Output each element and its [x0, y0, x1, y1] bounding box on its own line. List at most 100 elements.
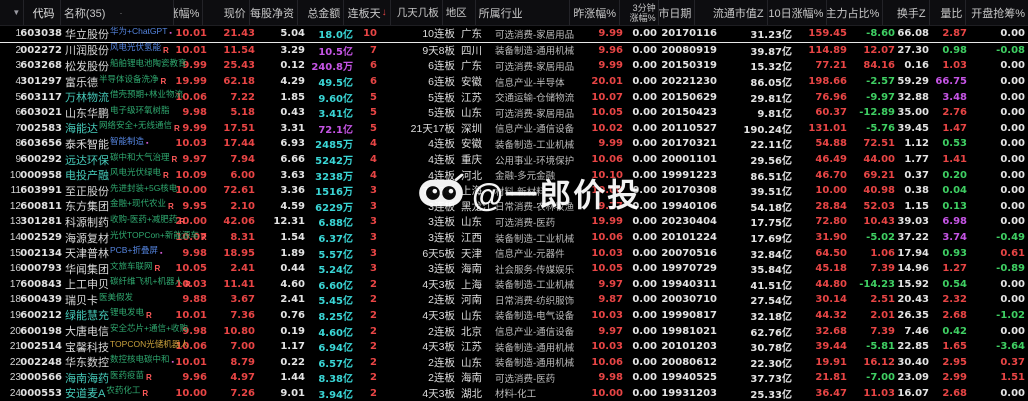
table-row[interactable]: 1 603038 华立股份 华为+ChatGPT ▪ 10.01 21.43 5…: [0, 26, 1028, 43]
header-change-pct[interactable]: 涨幅%: [173, 0, 202, 25]
stock-name-cell: 富乐德 半导体设备洗净 R: [62, 74, 180, 90]
header-prev-change[interactable]: 昨涨幅%: [568, 0, 619, 25]
header-main-force[interactable]: 主力占比%: [826, 0, 882, 25]
nav-per-share: 1.85: [280, 91, 305, 103]
table-row[interactable]: 23 000566 海南海药 医药疫苗 R 9.96 4.97 1.44 8.3…: [0, 370, 1028, 386]
price: 7.00: [230, 341, 255, 353]
margin-badge: R: [163, 170, 169, 180]
header-10d-change[interactable]: 10日涨幅%: [766, 0, 827, 25]
open-grab: 0.00: [1000, 278, 1025, 290]
float-cap: 17.75亿: [750, 218, 792, 230]
nav-per-share: 6.93: [280, 138, 305, 150]
turnover-amount: 3238万: [315, 171, 353, 183]
open-grab: -1.02: [996, 309, 1025, 321]
margin-badge: R: [167, 201, 174, 211]
prev-change: 9.99: [598, 138, 623, 150]
margin-badge: R: [160, 77, 167, 87]
header-turnover-amount[interactable]: 总金额: [296, 0, 343, 25]
row-index: 14: [9, 232, 21, 244]
float-cap: 22.11亿: [750, 140, 792, 152]
prev-change: 10.03: [591, 309, 623, 321]
header-price[interactable]: 现价: [202, 0, 248, 25]
header-nav-per-share[interactable]: 每股净资: [248, 0, 297, 25]
stock-code: 600198: [20, 325, 62, 337]
table-row[interactable]: 18 600439 瑞贝卡 医美假发 9.88 3.67 2.41 5.45亿 …: [0, 292, 1028, 308]
table-row[interactable]: 3 603268 松发股份 船舶锂电池陶瓷教育 9.99 25.43 0.12 …: [0, 58, 1028, 74]
stock-name-cell: 绿能慧充 锂电发电 R: [62, 307, 180, 324]
header-boards[interactable]: 几天几板: [389, 0, 442, 25]
change-pct: 9.96: [182, 372, 207, 384]
stock-code: 301297: [20, 76, 62, 88]
table-row[interactable]: 19 600212 绿能慧充 锂电发电 R 10.01 7.36 0.76 8.…: [0, 307, 1028, 324]
change-pct: 10.01: [175, 309, 207, 321]
table-row[interactable]: 8 603656 泰禾智能 智能制造 ▪ 10.03 17.44 6.93 24…: [0, 136, 1028, 152]
change-10d: 19.91: [815, 356, 847, 368]
turnover-z: 0.16: [904, 60, 929, 72]
main-force: -5.81: [866, 341, 895, 353]
header-limit-days[interactable]: 连板天 ↓: [343, 0, 389, 25]
stock-tag: 光伏TOPCon+新能源车: [110, 229, 199, 240]
stock-name-cell: 华东数控 数控核电碳中和 ▪: [62, 354, 180, 370]
turnover-amount: 5.45亿: [318, 296, 353, 308]
table-row[interactable]: 20 600198 大唐电信 安全芯片+通信+收购 9.98 10.80 0.1…: [0, 323, 1028, 339]
float-cap: 35.84亿: [750, 265, 792, 277]
row-index: 2: [15, 44, 21, 56]
region: 海南: [461, 263, 482, 276]
header-volume-ratio[interactable]: 量比: [928, 0, 966, 25]
change-pct: 10.07: [175, 232, 207, 244]
header-float-cap[interactable]: 流通市值Z: [694, 0, 766, 25]
prev-change: 20.01: [591, 76, 623, 88]
table-row[interactable]: 24 000553 安道麦A 农药化工 R 10.00 7.26 9.01 3.…: [0, 385, 1028, 401]
float-cap: 62.76亿: [750, 327, 792, 339]
table-row[interactable]: 17 600843 上工申贝 碳纤维飞机+机器人 R 10.03 11.41 4…: [0, 276, 1028, 293]
header-open-grab[interactable]: 开盘抢筹%: [965, 0, 1028, 25]
region: 江苏: [461, 341, 482, 354]
table-row[interactable]: 10 000958 电投产融 风电光伏绿电 R 10.09 6.00 3.63 …: [0, 167, 1028, 183]
board-count: 4天3板: [422, 278, 455, 291]
stock-code: 301281: [20, 216, 62, 228]
stock-code: 603991: [20, 185, 62, 197]
limit-days: 6: [370, 60, 377, 72]
table-row[interactable]: 21 002514 宝馨科技 TOPCON光储机器人 10.06 7.00 1.…: [0, 339, 1028, 355]
table-row[interactable]: 7 002583 海能达 网络安全+无线通信 R 9.99 17.51 3.31…: [0, 120, 1028, 137]
table-row[interactable]: 13 301281 科源制药 收购-医药+减肥药 R 20.00 42.06 1…: [0, 214, 1028, 230]
nav-per-share: 0.12: [280, 60, 305, 72]
table-row[interactable]: 12 600811 东方集团 金融+现代农业 R 9.95 2.10 4.59 …: [0, 198, 1028, 215]
main-force: -5.76: [866, 122, 895, 134]
table-row[interactable]: 14 002529 海源复材 光伏TOPCon+新能源车 R 10.07 8.3…: [0, 230, 1028, 246]
change-10d: 46.70: [815, 169, 847, 181]
header-code[interactable]: 代码: [23, 0, 60, 25]
table-row[interactable]: 4 301297 富乐德 半导体设备洗净 R 19.99 62.18 4.29 …: [0, 74, 1028, 90]
price: 42.06: [223, 216, 255, 228]
change-10d: 10.00: [815, 185, 847, 197]
stock-name-cell: 泰禾智能 智能制造 ▪: [62, 136, 180, 152]
table-row[interactable]: 9 600292 远达环保 碳中和大气治理 R 9.97 7.94 6.66 5…: [0, 152, 1028, 168]
nav-per-share: 0.22: [280, 356, 305, 368]
table-row[interactable]: 6 603021 山东华鹏 电子级环氧树脂 9.98 5.18 0.43 3.4…: [0, 105, 1028, 121]
volume-ratio: 0.98: [942, 44, 967, 56]
volume-ratio: 66.75: [935, 76, 967, 88]
table-row[interactable]: 11 603991 至正股份 先进封装+5G核电 10.00 72.61 3.3…: [0, 183, 1028, 199]
header-turnover-z[interactable]: 换手Z: [882, 0, 928, 25]
stock-name-cell: 大唐电信 安全芯片+通信+收购: [62, 323, 188, 339]
table-row[interactable]: 22 002248 华东数控 数控核电碳中和 ▪ 10.01 8.79 0.22…: [0, 354, 1028, 370]
prev-change: 9.97: [598, 325, 623, 337]
region: 北京: [461, 325, 482, 338]
board-count: 3连板: [428, 216, 455, 229]
header-list-date[interactable]: 上市日期: [657, 0, 695, 25]
header-filter[interactable]: ▼: [0, 0, 23, 25]
table-row[interactable]: 5 603117 万林物流 借壳预期+林业物流 10.06 7.22 1.85 …: [0, 89, 1028, 105]
header-industry[interactable]: 所属行业: [474, 0, 569, 25]
table-row[interactable]: 2 002272 川润股份 风电光伏氢能 R 10.01 11.54 3.29 …: [0, 42, 1028, 59]
prev-change: 10.05: [591, 263, 623, 275]
table-row[interactable]: 15 002134 天津普林 PCB+折叠屏 ▪ 9.98 18.95 1.89…: [0, 245, 1028, 261]
float-cap: 41.51亿: [750, 280, 792, 292]
change-10d: 54.88: [815, 138, 847, 150]
header-name[interactable]: 名称(35) ·: [59, 0, 173, 25]
header-region[interactable]: 地区: [441, 0, 475, 25]
table-row[interactable]: 16 000793 华闻集团 文旅车联网 R 10.05 2.41 0.44 5…: [0, 261, 1028, 277]
header-3min-change[interactable]: 3分钟 涨幅%: [619, 0, 658, 25]
limit-days: 2: [370, 341, 377, 353]
region: 深圳: [461, 122, 482, 135]
